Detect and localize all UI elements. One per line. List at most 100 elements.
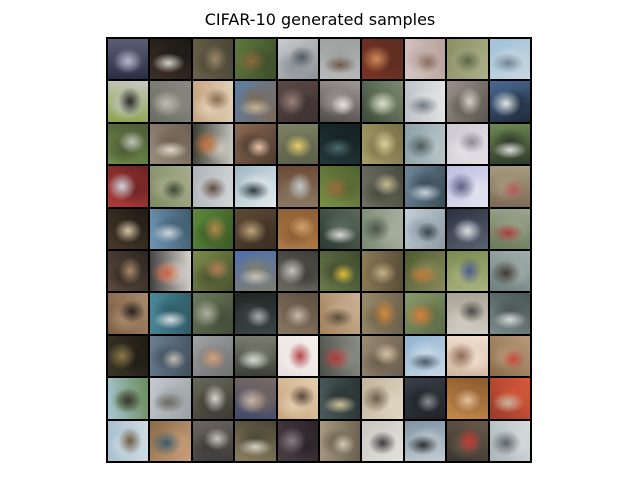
sample-image [404,39,446,80]
sample-image [108,81,149,122]
sample-image [192,123,234,165]
sample-image [192,166,234,207]
sample-image [447,39,488,80]
sample-image [489,81,530,122]
sample-image [108,378,149,419]
sample-image [489,293,530,334]
sample-image [235,81,276,122]
sample-image [489,378,530,419]
sample-image [404,250,446,292]
sample-image [235,123,276,165]
sample-image [489,420,530,461]
sample-image [447,420,488,461]
sample-image [362,420,403,461]
sample-image [277,123,318,165]
sample-image [489,335,530,377]
sample-image [277,378,318,419]
sample-image [447,166,488,207]
sample-image [489,123,530,165]
sample-image [404,166,446,207]
sample-image [362,81,403,122]
sample-image [108,166,149,207]
sample-image [362,250,403,292]
sample-image [108,335,149,377]
sample-image [319,39,361,80]
sample-image [447,123,488,165]
sample-image [489,208,530,249]
sample-image [489,39,530,80]
sample-image [319,293,361,334]
sample-image [362,293,403,334]
sample-image [108,123,149,165]
sample-image [489,166,530,207]
sample-image [404,81,446,122]
sample-image [192,293,234,334]
sample-image [277,250,318,292]
sample-image [150,81,191,122]
sample-image [235,335,276,377]
sample-image [489,250,530,292]
figure-title: CIFAR-10 generated samples [204,10,436,29]
sample-image [235,39,276,80]
sample-image [277,293,318,334]
sample-image [235,250,276,292]
sample-image [319,420,361,461]
sample-image [447,293,488,334]
sample-image [235,293,276,334]
sample-image [192,250,234,292]
sample-image [362,208,403,249]
sample-image [235,166,276,207]
sample-image [150,293,191,334]
sample-image [150,39,191,80]
sample-image [108,208,149,249]
sample-image [277,335,318,377]
sample-image [192,335,234,377]
sample-image [150,123,191,165]
sample-image [362,335,403,377]
sample-image [150,208,191,249]
sample-image [277,166,318,207]
sample-image [319,81,361,122]
sample-grid [106,37,532,463]
sample-image [404,335,446,377]
sample-image [362,166,403,207]
sample-image [150,420,191,461]
sample-image [150,166,191,207]
sample-image [192,39,234,80]
sample-image [404,293,446,334]
sample-image [319,166,361,207]
sample-image [404,208,446,249]
sample-image [108,420,149,461]
sample-image [277,81,318,122]
sample-image [447,250,488,292]
sample-image [404,420,446,461]
sample-image [235,208,276,249]
sample-image [192,420,234,461]
sample-image [192,208,234,249]
sample-image [108,39,149,80]
sample-image [319,335,361,377]
sample-image [277,420,318,461]
sample-image [150,335,191,377]
sample-image [447,208,488,249]
sample-image [404,123,446,165]
sample-image [277,208,318,249]
sample-image [319,208,361,249]
sample-image [362,39,403,80]
sample-image [108,293,149,334]
sample-image [362,123,403,165]
sample-image [150,250,191,292]
sample-image [404,378,446,419]
sample-image [150,378,191,419]
sample-image [235,420,276,461]
sample-image [108,250,149,292]
sample-image [277,39,318,80]
sample-image [192,378,234,419]
sample-image [319,123,361,165]
sample-image [447,335,488,377]
sample-image [319,250,361,292]
sample-image [319,378,361,419]
sample-image [447,81,488,122]
sample-image [362,378,403,419]
sample-image [192,81,234,122]
